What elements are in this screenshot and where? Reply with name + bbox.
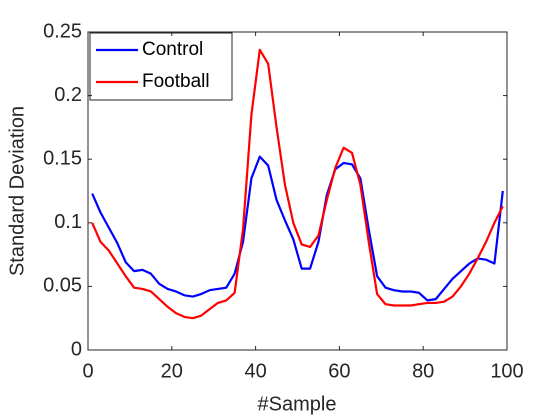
line-series bbox=[91, 48, 504, 320]
x-tick-label: 60 bbox=[328, 360, 350, 382]
legend-label: Control bbox=[142, 39, 203, 60]
legend-box bbox=[89, 32, 233, 101]
y-tick-label: 0.2 bbox=[54, 84, 82, 106]
x-tick-label: 100 bbox=[490, 360, 523, 382]
y-axis-label: Standard Deviation bbox=[6, 106, 28, 276]
x-tick-label: 20 bbox=[161, 360, 183, 382]
y-tick-label: 0 bbox=[71, 338, 82, 360]
x-axis-label: #Sample bbox=[258, 393, 337, 415]
line-series bbox=[91, 155, 504, 302]
plot-area bbox=[87, 31, 508, 351]
x-tick-label: 80 bbox=[412, 360, 434, 382]
y-tick-label: 0.05 bbox=[43, 275, 82, 297]
y-tick-label: 0.25 bbox=[43, 20, 82, 42]
y-tick-label: 0.1 bbox=[54, 211, 82, 233]
y-tick-label: 0.15 bbox=[43, 147, 82, 169]
x-tick-label: 40 bbox=[244, 360, 266, 382]
legend-label: Football bbox=[142, 71, 210, 92]
x-tick-label: 0 bbox=[82, 360, 93, 382]
